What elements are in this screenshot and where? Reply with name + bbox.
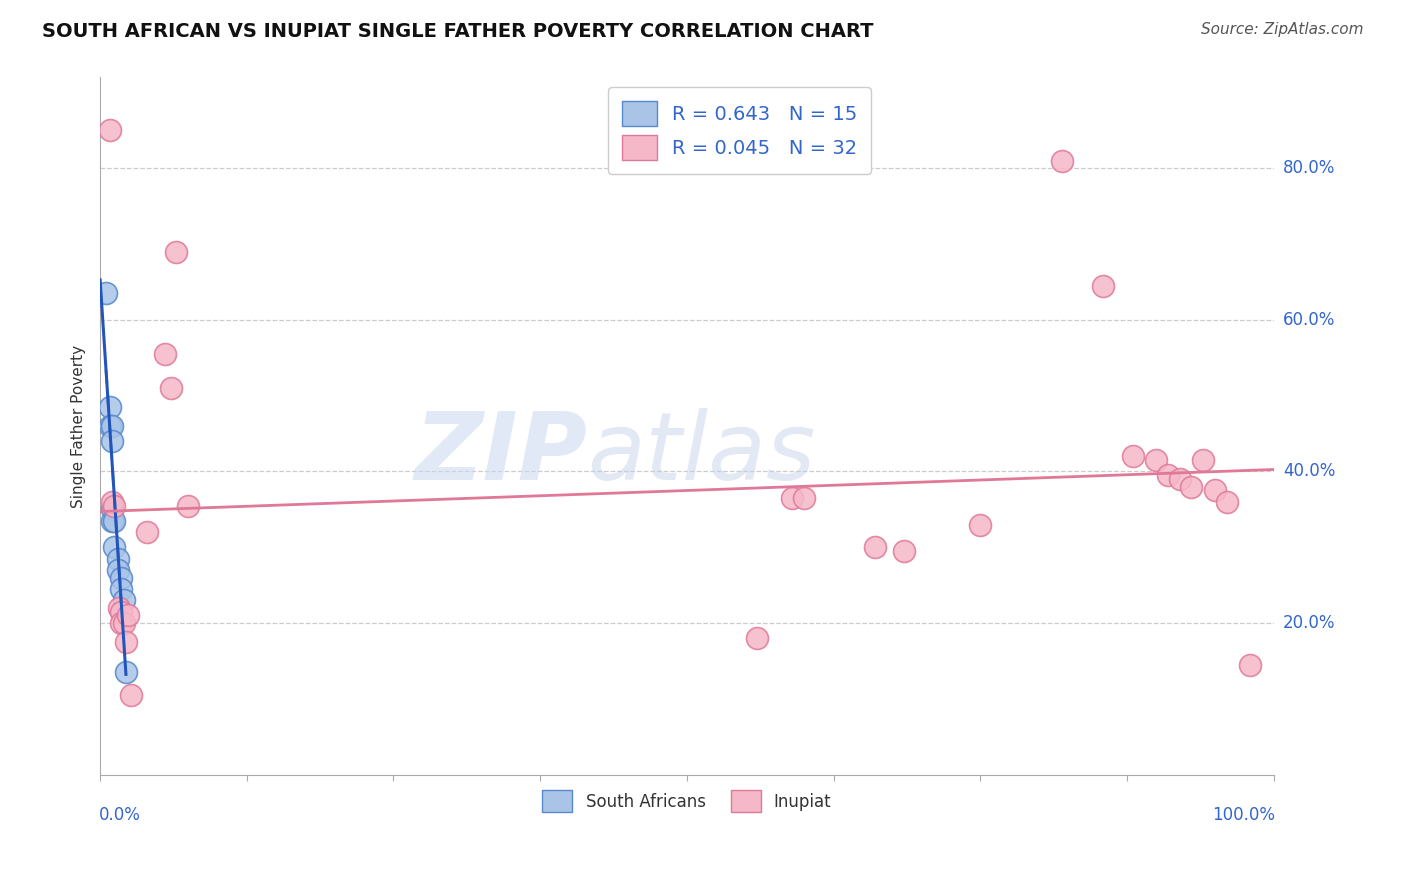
- Text: ZIP: ZIP: [415, 408, 588, 500]
- Point: [1122, 450, 1144, 464]
- Point: [893, 544, 915, 558]
- Point: [103, 541, 125, 555]
- Point: [1204, 483, 1226, 498]
- Point: [98, 123, 121, 137]
- Point: [108, 600, 131, 615]
- Point: [1144, 453, 1167, 467]
- Point: [153, 347, 176, 361]
- Text: 20.0%: 20.0%: [1282, 614, 1336, 632]
- Legend: South Africans, Inupiat: South Africans, Inupiat: [536, 784, 838, 819]
- Text: 60.0%: 60.0%: [1282, 311, 1336, 329]
- Point: [101, 495, 124, 509]
- Point: [101, 502, 124, 516]
- Point: [98, 400, 121, 414]
- Y-axis label: Single Father Poverty: Single Father Poverty: [72, 344, 86, 508]
- Point: [159, 381, 181, 395]
- Point: [98, 419, 121, 434]
- Point: [107, 563, 129, 577]
- Point: [969, 517, 991, 532]
- Text: 80.0%: 80.0%: [1282, 160, 1336, 178]
- Point: [1180, 480, 1202, 494]
- Point: [1157, 468, 1180, 483]
- Point: [112, 593, 135, 607]
- Point: [110, 582, 132, 596]
- Point: [177, 499, 200, 513]
- Point: [103, 499, 125, 513]
- Point: [110, 570, 132, 584]
- Point: [101, 434, 124, 449]
- Point: [94, 286, 117, 301]
- Point: [1215, 495, 1237, 509]
- Point: [1192, 453, 1215, 467]
- Point: [136, 525, 159, 540]
- Point: [115, 635, 138, 649]
- Point: [863, 541, 886, 555]
- Point: [101, 514, 124, 528]
- Text: 40.0%: 40.0%: [1282, 462, 1336, 481]
- Point: [747, 631, 769, 645]
- Text: Source: ZipAtlas.com: Source: ZipAtlas.com: [1201, 22, 1364, 37]
- Point: [1092, 278, 1115, 293]
- Point: [1052, 153, 1074, 168]
- Point: [110, 615, 132, 630]
- Point: [107, 551, 129, 566]
- Point: [112, 615, 135, 630]
- Point: [165, 244, 187, 259]
- Text: SOUTH AFRICAN VS INUPIAT SINGLE FATHER POVERTY CORRELATION CHART: SOUTH AFRICAN VS INUPIAT SINGLE FATHER P…: [42, 22, 873, 41]
- Point: [115, 665, 138, 680]
- Point: [1168, 472, 1191, 486]
- Text: 100.0%: 100.0%: [1212, 806, 1275, 824]
- Point: [1239, 657, 1261, 672]
- Point: [782, 491, 804, 505]
- Point: [117, 608, 139, 623]
- Text: 0.0%: 0.0%: [98, 806, 141, 824]
- Point: [103, 514, 125, 528]
- Point: [120, 688, 142, 702]
- Point: [793, 491, 815, 505]
- Point: [101, 419, 124, 434]
- Point: [110, 605, 132, 619]
- Text: atlas: atlas: [588, 409, 815, 500]
